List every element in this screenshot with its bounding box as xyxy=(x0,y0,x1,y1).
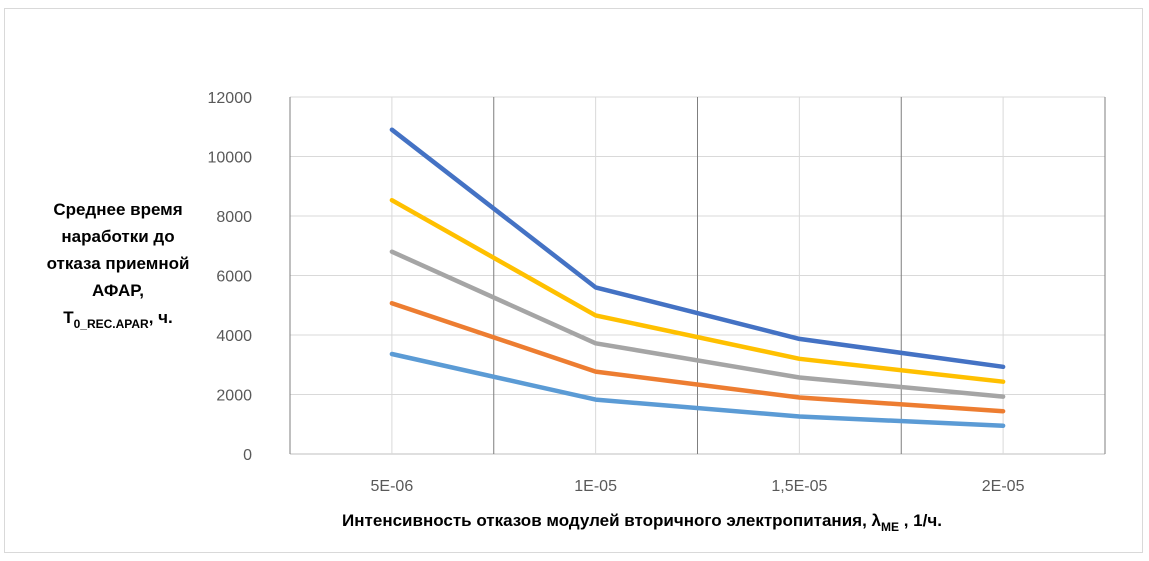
y-axis-title-line-1: Среднее время xyxy=(53,200,183,219)
x-axis-title-text: Интенсивность отказов модулей вторичного… xyxy=(342,511,872,530)
y-axis-symbol: T xyxy=(63,308,74,327)
x-tick-label: 1E-05 xyxy=(574,478,617,495)
y-tick-label: 2000 xyxy=(216,388,252,405)
x-axis-symbol: λ xyxy=(871,511,881,530)
x-tick-label: 5E-06 xyxy=(371,478,414,495)
y-tick-label: 12000 xyxy=(208,90,253,107)
x-tick-label: 1,5E-05 xyxy=(771,478,827,495)
y-axis: 0 2000 4000 6000 8000 10000 12000 xyxy=(208,90,253,464)
y-axis-symbol-subscript: 0_REC.APAR xyxy=(73,317,149,331)
series-line-5 xyxy=(389,351,1006,428)
series-line-2 xyxy=(389,197,1006,384)
chart-area xyxy=(4,8,1143,553)
y-axis-title-line-4: АФАР, xyxy=(92,281,144,300)
y-axis-title-line-3: отказа приемной xyxy=(46,254,190,273)
y-axis-title-line-5: T0_REC.APAR, ч. xyxy=(18,304,218,338)
x-axis-unit: , 1/ч. xyxy=(899,511,942,530)
x-axis-symbol-subscript: ME xyxy=(881,520,899,534)
x-axis: 5E-06 1E-05 1,5E-05 2E-05 xyxy=(371,478,1025,495)
x-axis-title: Интенсивность отказов модулей вторичного… xyxy=(0,511,1149,534)
series-group xyxy=(389,127,1006,428)
y-axis-title: Среднее время наработки до отказа приемн… xyxy=(18,196,218,338)
series-line-3 xyxy=(389,249,1006,399)
y-axis-title-line-2: наработки до xyxy=(61,227,175,246)
series-line-4 xyxy=(389,300,1006,414)
grid xyxy=(289,96,1106,455)
series-line-1 xyxy=(389,127,1006,370)
y-axis-unit: , ч. xyxy=(148,308,173,327)
y-tick-label: 0 xyxy=(243,447,252,464)
y-tick-label: 4000 xyxy=(216,328,252,345)
y-tick-label: 10000 xyxy=(208,150,253,167)
y-tick-label: 8000 xyxy=(216,209,252,226)
x-tick-label: 2E-05 xyxy=(982,478,1025,495)
y-tick-label: 6000 xyxy=(216,269,252,286)
